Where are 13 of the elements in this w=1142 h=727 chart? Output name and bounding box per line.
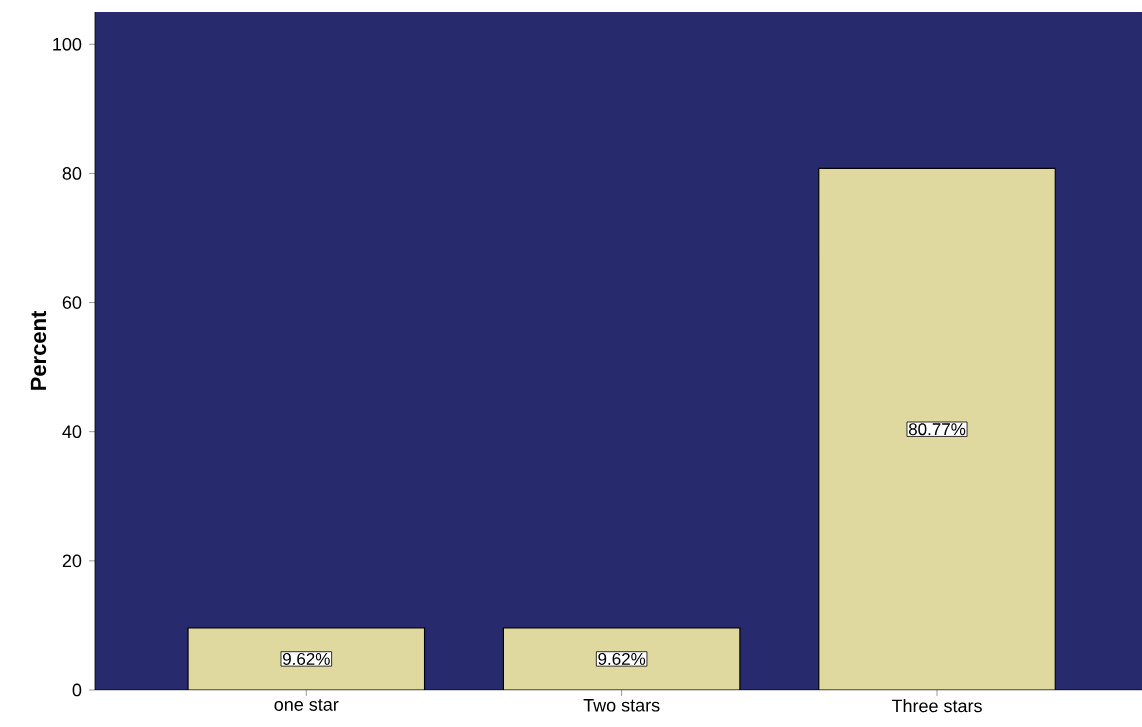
data-label: 9.62% <box>598 652 646 665</box>
x-tick-label: one star <box>274 699 339 711</box>
y-tick-label: 0 <box>72 683 82 697</box>
y-tick-label: 80 <box>62 167 82 180</box>
y-tick-label: 100 <box>53 37 82 51</box>
y-axis-title: Percent <box>30 310 47 390</box>
data-label: 80.77% <box>908 423 966 436</box>
x-tick-label: Three stars <box>891 699 982 713</box>
y-tick-label: 60 <box>62 296 82 309</box>
data-label: 9.62% <box>282 652 330 665</box>
y-tick-label: 20 <box>62 554 82 568</box>
y-tick-label: 40 <box>62 425 82 439</box>
x-tick-label: Two stars <box>583 699 660 712</box>
